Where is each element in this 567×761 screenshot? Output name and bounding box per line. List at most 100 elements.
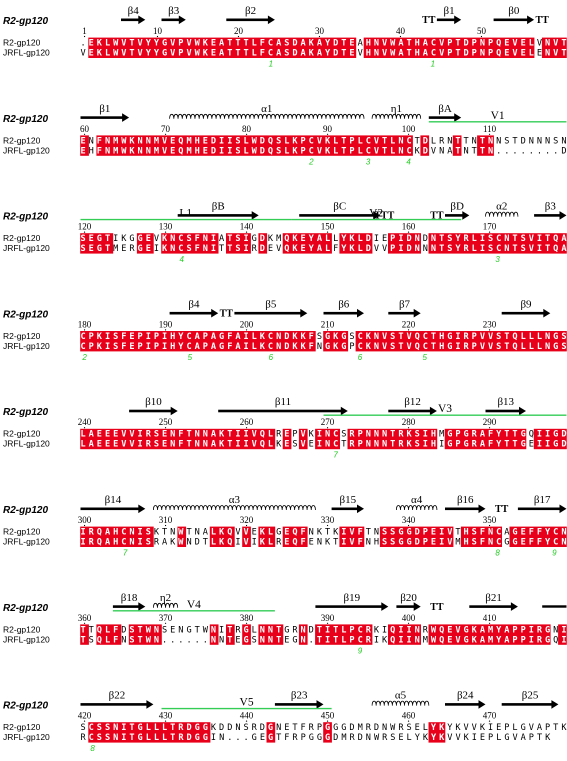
- strand-label: β0: [508, 5, 520, 17]
- alignment-block: R2-gp120 β4 β3 β2 TT β1 β0 TT 1 10 20 30 40 50 R2-gp12…: [3, 5, 567, 69]
- ruler-number: 20: [234, 26, 244, 36]
- strand-arrow-shaft: [226, 18, 269, 22]
- strand-label: β13: [497, 396, 514, 408]
- ruler-dot: [245, 427, 248, 429]
- identity-block: [96, 135, 413, 156]
- helix-label: η2: [160, 592, 171, 604]
- turn-label: TT: [220, 308, 234, 319]
- sequence-name-jrfl: JRFL-gp120: [3, 145, 50, 155]
- strand-arrow-shaft: [493, 18, 529, 22]
- ruler-dot: [245, 720, 248, 722]
- identity-block: [347, 428, 438, 450]
- block-title: R2-gp120: [3, 701, 48, 712]
- ruler-dot: [407, 427, 410, 429]
- strand-label: β15: [339, 494, 356, 506]
- identity-block: [323, 331, 349, 352]
- disulfide-label: 3: [495, 255, 500, 264]
- ruler-number: 370: [159, 613, 173, 623]
- disulfide-label: 4: [406, 157, 411, 166]
- ruler-dot: [164, 133, 167, 135]
- helix-label: α5: [395, 690, 407, 702]
- strand-arrow-head: [551, 700, 559, 709]
- ruler-number: 230: [483, 319, 497, 329]
- identity-block: [282, 233, 332, 254]
- ruler-dot: [407, 133, 410, 135]
- identity-block: [388, 624, 421, 645]
- strand-label: β1: [443, 5, 454, 17]
- strand-arrow-head: [267, 15, 275, 25]
- ruler-dot: [83, 231, 86, 233]
- identity-block: [80, 135, 89, 156]
- helix-label: α1: [261, 103, 272, 115]
- ruler-number: 140: [240, 222, 254, 232]
- ruler-dot: [488, 231, 491, 233]
- identity-block: [242, 624, 251, 645]
- strand-arrow-head: [478, 700, 486, 709]
- strand-arrow-shaft: [299, 214, 375, 217]
- strand-arrow-head: [559, 504, 567, 514]
- strand-arrow-shaft: [445, 703, 480, 706]
- strand-arrow-shaft: [331, 507, 358, 511]
- alignment-block: R2-gp120 β22 β23 α5 β24 β25 V5 420 430 440 450 460 4…: [3, 690, 567, 754]
- disulfide-label: 1: [269, 60, 273, 69]
- disulfide-label: 7: [123, 549, 128, 558]
- identity-block: [355, 331, 567, 352]
- sequence-name-r2: R2-gp120: [3, 331, 41, 341]
- identity-block: [379, 526, 454, 547]
- identity-block: [388, 233, 421, 254]
- ruler-number: 50: [477, 26, 487, 36]
- turn-label: TT: [430, 211, 444, 222]
- ruler-dot: [407, 622, 410, 624]
- variable-loop-label: V4: [187, 599, 201, 611]
- ruler-number: 130: [159, 222, 173, 232]
- strand-arrow-shaft: [388, 409, 431, 413]
- strand-arrow-shaft: [517, 507, 561, 511]
- strand-label: βA: [438, 103, 452, 115]
- strand-arrow-shaft: [177, 214, 253, 217]
- strand-arrow-shaft: [129, 409, 172, 413]
- ruler-dot: [318, 35, 321, 38]
- strand-arrow-head: [462, 211, 470, 220]
- disulfide-label: 6: [269, 353, 274, 362]
- block-title: R2-gp120: [3, 212, 48, 223]
- ruler-dot: [326, 720, 329, 722]
- strand-arrow-head: [519, 406, 526, 416]
- ruler-dot: [83, 524, 86, 527]
- disulfide-label: 3: [366, 157, 371, 166]
- identity-block: [509, 526, 567, 547]
- strand-label: β23: [291, 690, 308, 702]
- identity-block: [226, 233, 251, 254]
- identity-block: [298, 624, 308, 645]
- variable-loop-label: L1: [179, 208, 192, 220]
- strand-arrow-head: [316, 700, 324, 709]
- strand-label: β11: [275, 396, 291, 408]
- variable-loop-label: V1: [491, 110, 505, 122]
- ruler-number: 420: [78, 711, 92, 721]
- identity-block: [242, 526, 251, 547]
- ruler-number: 240: [78, 417, 92, 427]
- ruler-number: 180: [78, 319, 92, 329]
- ruler-dot: [399, 35, 402, 38]
- strand-arrow-head: [429, 406, 437, 416]
- ruler-number: 30: [315, 26, 325, 36]
- identity-block: [128, 624, 162, 645]
- ruler-number: 60: [80, 124, 90, 134]
- alignment-block: R2-gp120 β14 α3 β15 α4 β16 TT β17 300 310 320 330 34…: [3, 494, 567, 558]
- strand-arrow-shaft: [445, 214, 464, 217]
- strand-label: β19: [344, 592, 361, 604]
- strand-arrow-shaft: [274, 703, 318, 706]
- disulfide-label: 2: [308, 157, 314, 166]
- ruler-dot: [245, 524, 248, 527]
- turn-label: TT: [430, 602, 444, 613]
- ruler-dot: [488, 329, 491, 331]
- ruler-dot: [480, 35, 483, 38]
- strand-label: β12: [404, 396, 421, 408]
- sequence-name-jrfl: JRFL-gp120: [3, 48, 50, 58]
- strand-label: β4: [128, 5, 140, 17]
- strand-label: β18: [121, 592, 138, 604]
- strand-arrow-shaft: [80, 116, 124, 119]
- strand-arrow-shaft: [501, 311, 545, 315]
